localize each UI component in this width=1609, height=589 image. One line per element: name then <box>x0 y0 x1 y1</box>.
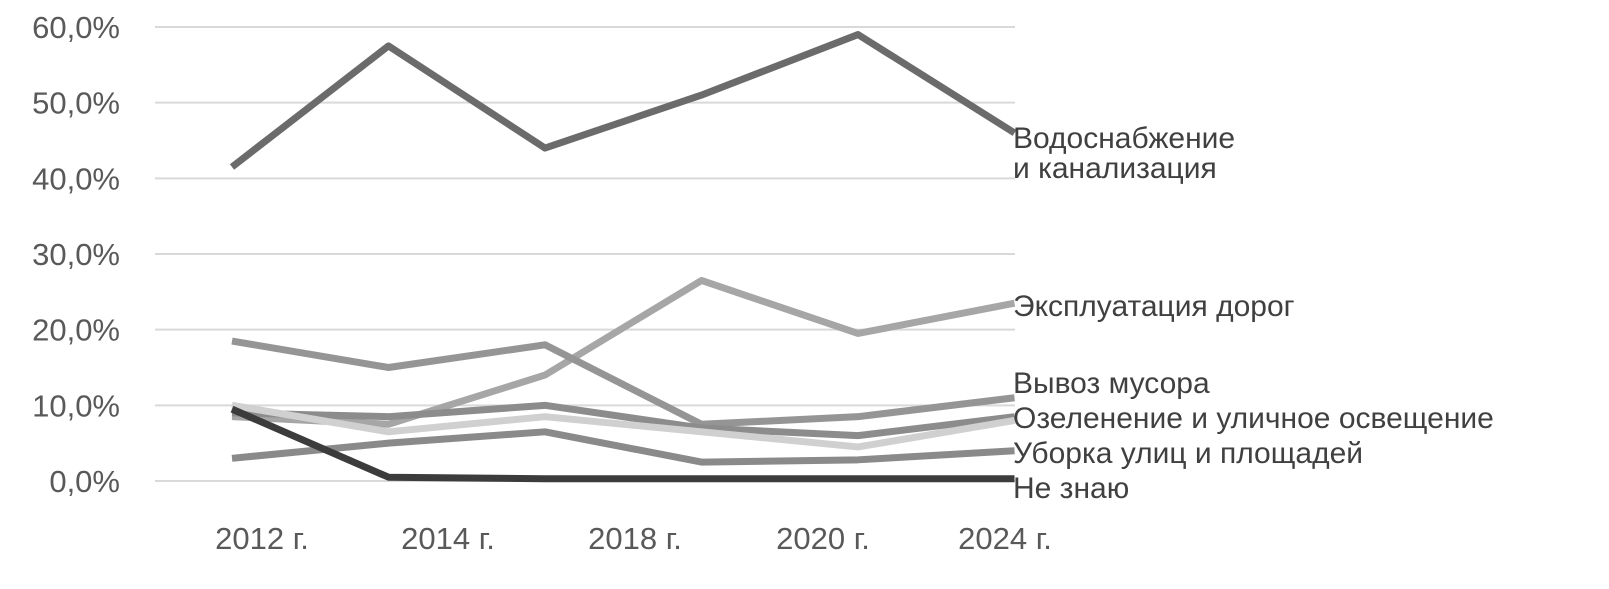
series-label: Озеленение и уличное освещение <box>1013 402 1494 435</box>
series-line <box>231 337 1015 428</box>
series-line <box>231 401 1016 451</box>
y-tick-label: 50,0% <box>32 86 120 121</box>
series-line <box>230 405 1015 483</box>
series-label: Эксплуатация дорог <box>1013 290 1295 323</box>
gridlines <box>155 26 1015 482</box>
x-tick-label: 2020 г. <box>776 521 870 556</box>
y-tick-label: 0,0% <box>49 464 120 499</box>
y-tick-label: 40,0% <box>32 161 120 196</box>
series-lines <box>229 31 1017 483</box>
y-tick-label: 20,0% <box>32 313 120 348</box>
y-tick-label: 30,0% <box>32 237 120 272</box>
x-axis-tick-labels: 2012 г. 2014 г. 2018 г. 2020 г. 2024 г. <box>215 521 1052 556</box>
y-axis-tick-labels: 0,0% 10,0% 20,0% 30,0% 40,0% 50,0% 60,0% <box>32 10 120 499</box>
x-tick-label: 2024 г. <box>958 521 1052 556</box>
x-tick-label: 2014 г. <box>401 521 495 556</box>
series-line <box>231 428 1015 466</box>
series-label: Не знаю <box>1013 472 1129 505</box>
x-tick-label: 2012 г. <box>215 521 309 556</box>
series-line <box>231 276 1016 428</box>
x-tick-label: 2018 г. <box>588 521 682 556</box>
series-line <box>231 401 1015 440</box>
series-line <box>229 31 1017 170</box>
y-tick-label: 10,0% <box>32 388 120 423</box>
series-label: Водоснабжение <box>1013 122 1235 155</box>
series-label: и канализация <box>1013 152 1217 185</box>
series-label: Уборка улиц и площадей <box>1013 437 1363 470</box>
series-label: Вывоз мусора <box>1013 367 1210 400</box>
y-tick-label: 60,0% <box>32 10 120 45</box>
